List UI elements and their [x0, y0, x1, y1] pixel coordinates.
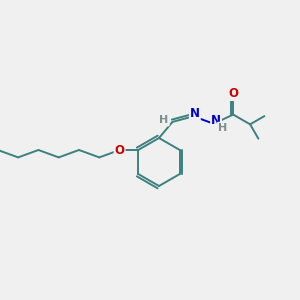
Text: H: H: [160, 116, 169, 125]
Text: O: O: [115, 143, 124, 157]
Text: N: N: [211, 114, 221, 127]
Text: H: H: [218, 123, 227, 133]
Text: N: N: [190, 107, 200, 120]
Text: O: O: [228, 87, 238, 100]
